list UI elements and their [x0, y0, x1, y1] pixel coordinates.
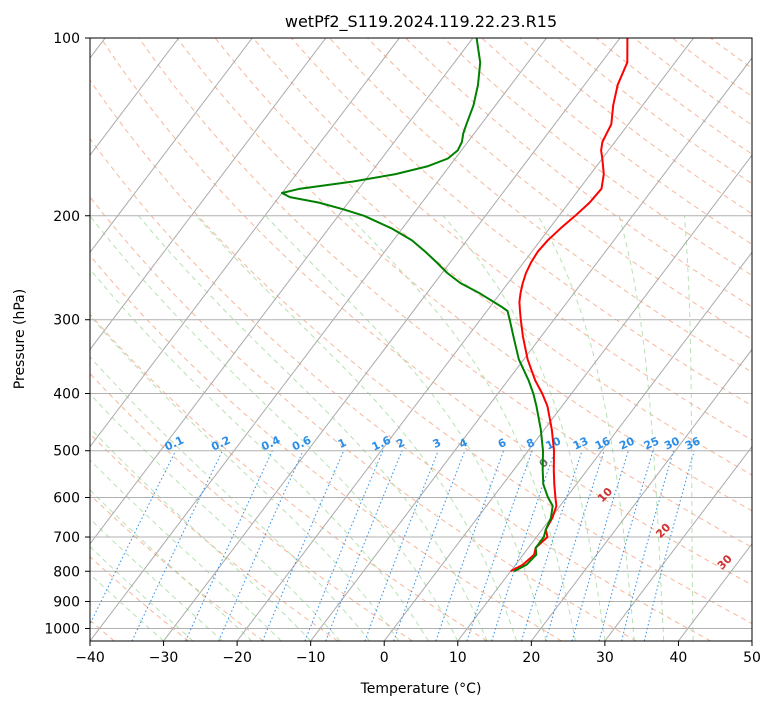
mixing-ratio-label: 30 — [662, 434, 682, 452]
mixing-ratio-line — [491, 450, 556, 641]
dry-adiabat — [90, 79, 752, 625]
background-lines — [90, 38, 752, 641]
x-tick-label: −10 — [296, 650, 326, 666]
dry-adiabat — [90, 137, 712, 641]
x-tick-label: −30 — [149, 650, 179, 666]
mixing-ratio-label: 20 — [617, 434, 637, 452]
skewed-isotherm — [383, 154, 752, 641]
mixing-ratio-line — [218, 450, 304, 641]
y-tick-label: 500 — [53, 444, 80, 460]
dry-adiabat — [90, 254, 562, 641]
mixing-ratio-line — [621, 450, 674, 641]
skewed-isotherm — [90, 38, 327, 351]
mixing-ratio-line — [393, 450, 466, 641]
moist-adiabat — [683, 215, 694, 641]
moist-adiabat — [348, 215, 576, 641]
temperature-line — [510, 38, 629, 573]
moist-adiabat — [265, 215, 547, 641]
mixing-ratio-line — [643, 450, 695, 641]
moist-adiabat — [90, 393, 341, 641]
mixing-ratio-label: 25 — [642, 434, 661, 452]
plot-background — [90, 38, 752, 641]
mixing-ratio-line — [545, 450, 605, 641]
skewed-isotherm — [90, 38, 180, 156]
y-tick-label: 200 — [53, 209, 80, 225]
x-tick-label: 40 — [670, 650, 688, 666]
moist-adiabat — [90, 268, 429, 641]
moist-adiabat — [442, 215, 606, 641]
skewed-isotherm — [163, 38, 621, 641]
moist-adiabat — [90, 215, 459, 641]
moist-adiabat — [537, 215, 635, 641]
moist-adiabat — [618, 215, 665, 641]
mixing-ratio-line — [325, 450, 403, 641]
y-tick-label: 700 — [53, 530, 80, 546]
y-tick-label: 600 — [53, 490, 80, 506]
axis-ticks: −40 −30 −20 −10 0 10 20 30 40 50 100 200 300 400 500 60… — [44, 31, 761, 666]
plot-frame — [89, 37, 753, 642]
dewpoint-line — [281, 38, 554, 573]
skewed-isotherm — [90, 38, 474, 545]
skewed-isotherm — [236, 38, 694, 641]
dry-adiabat — [214, 38, 752, 476]
y-axis-title: Pressure (hPa) — [12, 289, 28, 389]
skewed-isotherm — [90, 38, 547, 641]
dry-adiabat — [176, 38, 752, 512]
x-tick-label: 0 — [380, 650, 389, 666]
moist-adiabat — [90, 427, 312, 641]
dry-adiabat — [329, 38, 752, 373]
chart-title: wetPf2_S119.2024.119.22.23.R15 — [285, 12, 557, 32]
mixing-ratio-line — [304, 450, 384, 641]
dry-adiabat — [405, 38, 752, 308]
mixing-ratio-line — [364, 450, 439, 641]
dry-adiabat — [100, 38, 752, 586]
mixing-ratio-label: 36 — [683, 434, 703, 452]
x-tick-label: 20 — [522, 650, 540, 666]
x-tick-label: 30 — [596, 650, 614, 666]
moist-adiabat — [90, 518, 223, 641]
y-tick-label: 100 — [53, 31, 80, 47]
moist-adiabat — [90, 356, 370, 641]
mixing-ratio-line — [571, 450, 629, 641]
skewed-isotherm — [310, 57, 752, 641]
mixing-ratio-line — [185, 450, 273, 641]
y-tick-label: 900 — [53, 594, 80, 610]
x-tick-label: 10 — [449, 650, 467, 666]
dry-adiabat — [90, 433, 339, 641]
dry-adiabat — [90, 196, 637, 641]
x-tick-label: −40 — [75, 650, 105, 666]
x-axis-title: Temperature (°C) — [360, 681, 482, 697]
skewed-isotherm — [90, 38, 400, 448]
skewed-isotherm — [457, 251, 752, 641]
y-tick-label: 800 — [53, 564, 80, 580]
x-tick-label: −20 — [222, 650, 252, 666]
moist-adiabat — [195, 215, 518, 641]
mixing-ratio-line — [598, 450, 654, 641]
mixing-ratio-line — [435, 450, 505, 641]
mixing-ratio-label: 13 — [571, 434, 590, 452]
profile-lines — [281, 38, 629, 573]
x-tick-label: 50 — [743, 650, 761, 666]
skewed-isotherm — [604, 445, 752, 641]
mixing-ratio-label: 16 — [593, 434, 613, 452]
mixing-ratio-line — [466, 450, 533, 641]
dry-adiabat — [252, 38, 752, 441]
dry-adiabat — [90, 556, 190, 641]
mixing-ratio-line — [521, 450, 583, 641]
y-tick-label: 1000 — [44, 621, 80, 637]
moist-adiabat — [90, 459, 282, 641]
moist-adiabat — [90, 489, 253, 641]
skewed-isotherm — [530, 348, 752, 641]
y-tick-label: 300 — [53, 313, 80, 329]
y-tick-label: 400 — [53, 387, 80, 403]
moist-adiabat — [90, 314, 400, 641]
skewed-isotherm — [90, 38, 253, 254]
mixing-ratio-line — [262, 450, 345, 641]
